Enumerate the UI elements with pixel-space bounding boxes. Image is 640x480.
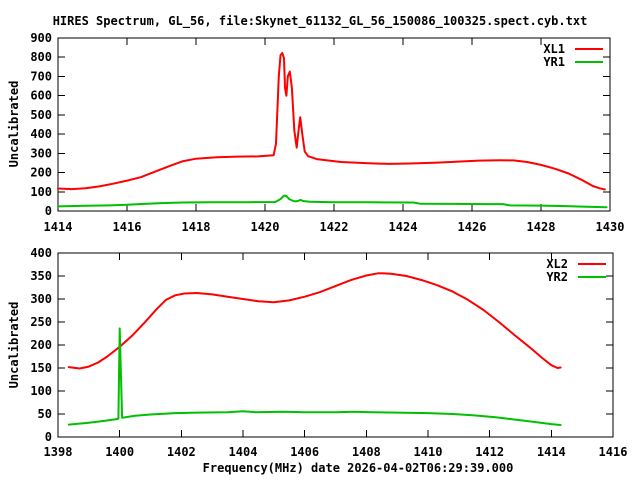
bottom-panel: 1398 1400 1402 1404 1406 1408 1410 1412 1414 1416… bbox=[30, 246, 627, 459]
x-tick-label: 1398 bbox=[44, 445, 73, 459]
y-tick-label: 300 bbox=[30, 146, 52, 160]
x-tick-label: 1402 bbox=[167, 445, 196, 459]
plot-border bbox=[57, 252, 614, 438]
x-axis-label: Frequency(MHz) date 2026-04-02T06:29:39.… bbox=[202, 461, 514, 475]
legend-label-XL1: XL1 bbox=[543, 42, 565, 56]
y-tick-label: 100 bbox=[30, 384, 52, 398]
x-tick-label: 1420 bbox=[251, 220, 280, 234]
x-tick-label: 1422 bbox=[320, 220, 349, 234]
series-XL2 bbox=[67, 272, 562, 370]
x-tick-label: 1414 bbox=[537, 445, 566, 459]
x-tick-label: 1426 bbox=[458, 220, 487, 234]
figure-title: HIRES Spectrum, GL_56, file:Skynet_61132… bbox=[52, 14, 588, 28]
x-tick-label: 1430 bbox=[596, 220, 625, 234]
x-tick-label: 1418 bbox=[182, 220, 211, 234]
y-tick-label: 350 bbox=[30, 269, 52, 283]
y-tick-label: 250 bbox=[30, 315, 52, 329]
y-tick-label: 500 bbox=[30, 108, 52, 122]
y-tick-label: 400 bbox=[30, 127, 52, 141]
x-tick-label: 1416 bbox=[113, 220, 142, 234]
y-tick-label: 200 bbox=[30, 338, 52, 352]
y-tick-label: 700 bbox=[30, 69, 52, 83]
x-tick-label: 1424 bbox=[389, 220, 418, 234]
y-tick-label: 300 bbox=[30, 292, 52, 306]
series-YR2 bbox=[67, 327, 562, 426]
y-tick-label: 0 bbox=[45, 430, 52, 444]
series-XL1 bbox=[57, 52, 606, 191]
series-YR1 bbox=[57, 194, 608, 209]
x-tick-label: 1408 bbox=[352, 445, 381, 459]
x-tick-label: 1416 bbox=[599, 445, 628, 459]
legend-label-YR1: YR1 bbox=[543, 55, 565, 69]
x-tick-label: 1412 bbox=[475, 445, 504, 459]
legend-label-XL2: XL2 bbox=[546, 257, 568, 271]
y-tick-label: 900 bbox=[30, 31, 52, 45]
x-tick-label: 1428 bbox=[527, 220, 556, 234]
x-tick-label: 1400 bbox=[105, 445, 134, 459]
y-tick-label: 400 bbox=[30, 246, 52, 260]
y-tick-label: 50 bbox=[38, 407, 52, 421]
top-panel: 1414 1416 1418 1420 1422 1424 1426 1428 1430 0 100… bbox=[30, 31, 624, 234]
y-tick-label: 0 bbox=[45, 204, 52, 218]
y-tick-label: 600 bbox=[30, 89, 52, 103]
x-tick-label: 1406 bbox=[290, 445, 319, 459]
legend-label-YR2: YR2 bbox=[546, 270, 568, 284]
y-tick-label: 150 bbox=[30, 361, 52, 375]
x-tick-label: 1410 bbox=[414, 445, 443, 459]
y-tick-label: 800 bbox=[30, 50, 52, 64]
x-tick-label: 1404 bbox=[229, 445, 258, 459]
plot-border bbox=[57, 37, 611, 212]
x-tick-label: 1414 bbox=[44, 220, 73, 234]
y-tick-label: 100 bbox=[30, 185, 52, 199]
y-tick-label: 200 bbox=[30, 166, 52, 180]
